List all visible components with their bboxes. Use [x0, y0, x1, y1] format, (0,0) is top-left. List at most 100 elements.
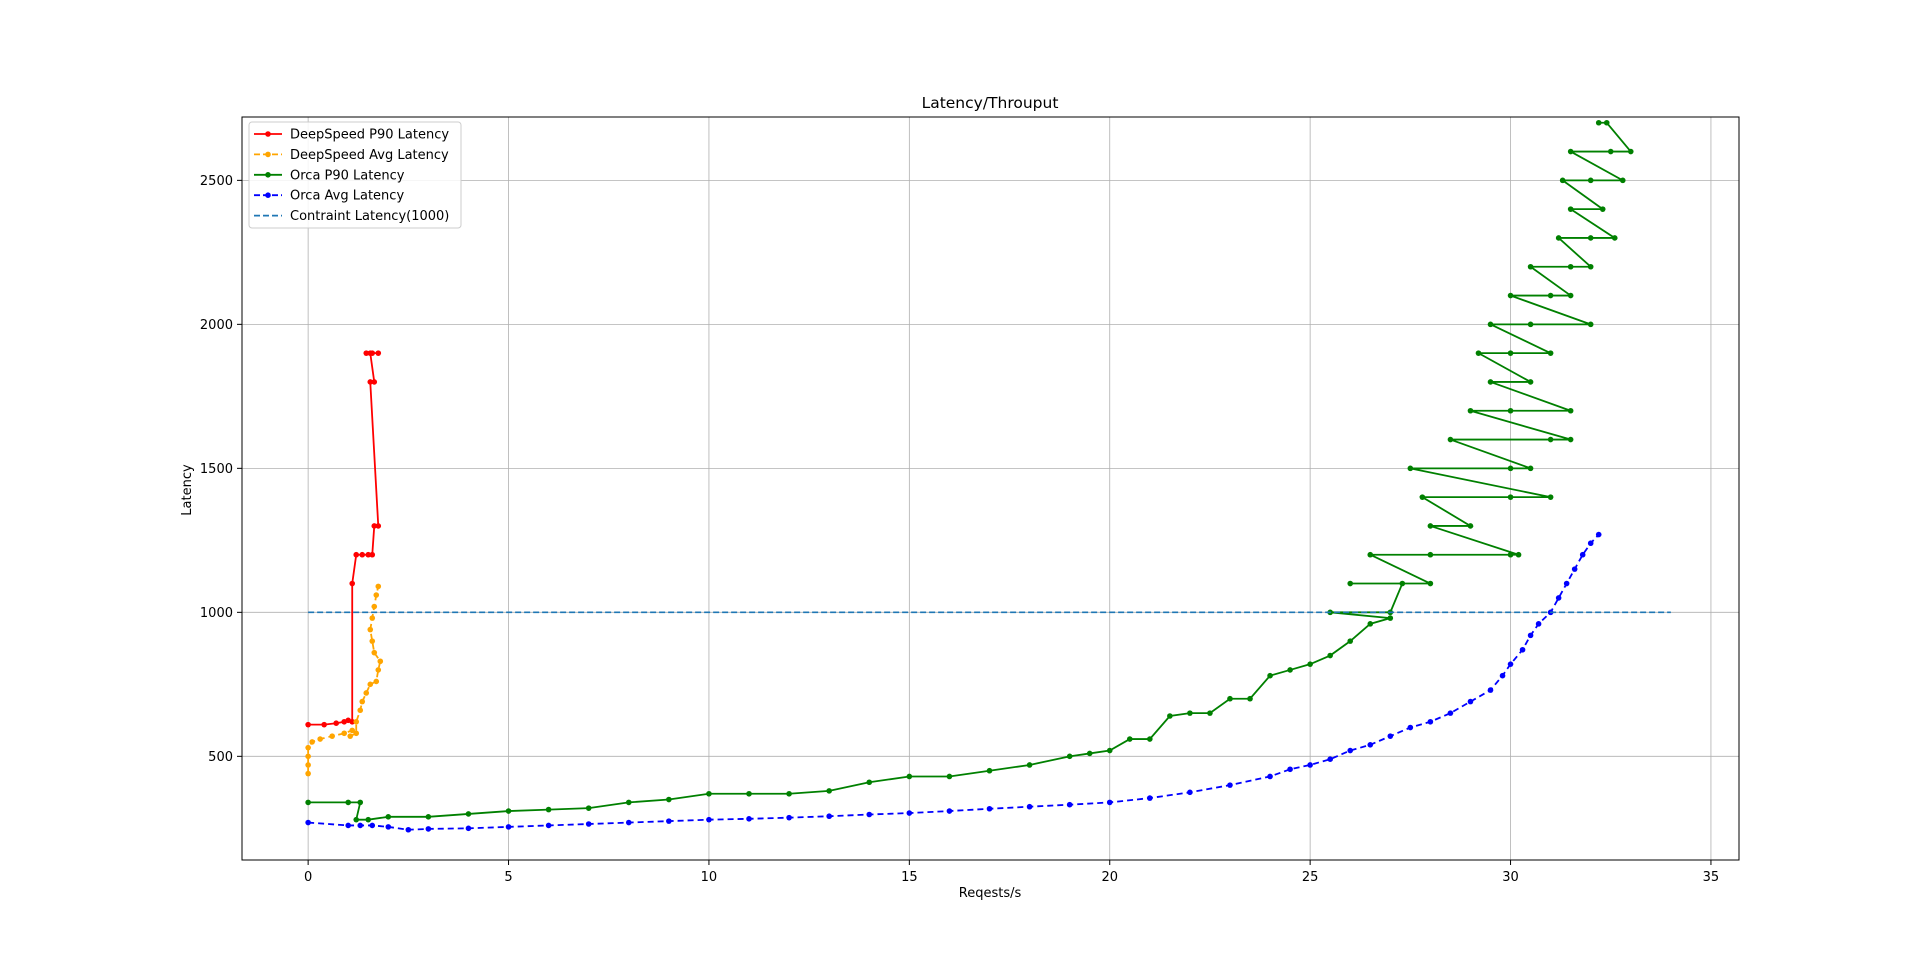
data-point: [1603, 119, 1610, 126]
data-point: [425, 826, 432, 832]
data-point: [1347, 580, 1354, 587]
data-point: [906, 773, 913, 780]
data-point: [1527, 321, 1534, 328]
data-point: [369, 615, 376, 621]
data-point: [1307, 661, 1313, 667]
data-point: [347, 733, 354, 739]
data-point: [786, 814, 792, 821]
data-point: [866, 811, 873, 818]
data-point: [1187, 710, 1193, 716]
data-point: [465, 825, 472, 832]
data-point: [375, 667, 382, 673]
data-point: [385, 814, 392, 820]
data-point: [1487, 321, 1494, 328]
data-point: [1507, 407, 1514, 414]
data-point: [365, 816, 372, 823]
data-point: [1587, 235, 1594, 241]
data-point: [1407, 724, 1414, 731]
data-point: [1147, 736, 1153, 742]
data-point: [353, 730, 360, 737]
data-point: [666, 818, 672, 824]
x-tick-label: 20: [1101, 870, 1118, 885]
data-point: [425, 814, 432, 820]
data-point: [1267, 773, 1273, 780]
data-point: [1387, 733, 1394, 739]
data-point: [305, 770, 311, 777]
data-point: [946, 808, 953, 814]
data-point: [357, 707, 364, 714]
data-point: [1447, 436, 1454, 443]
data-point: [1587, 321, 1594, 328]
data-point: [367, 681, 374, 688]
data-point: [1287, 667, 1293, 673]
data-point: [373, 592, 380, 598]
x-tick-label: 10: [701, 870, 718, 885]
data-point: [1507, 350, 1514, 356]
data-point: [585, 805, 592, 811]
data-point: [1227, 782, 1233, 788]
data-point: [357, 822, 364, 829]
data-point: [1607, 148, 1614, 155]
data-point: [333, 720, 339, 727]
data-point: [1567, 206, 1574, 212]
data-point: [353, 718, 360, 725]
data-point: [1611, 235, 1618, 241]
data-point: [1467, 407, 1474, 414]
data-point: [375, 583, 382, 590]
data-point: [1447, 710, 1454, 716]
data-point: [321, 721, 327, 728]
data-point: [1627, 148, 1634, 155]
data-point: [375, 523, 382, 529]
x-tick-label: 35: [1703, 870, 1720, 885]
data-point: [1559, 177, 1566, 184]
data-point: [1507, 292, 1514, 299]
data-point: [1527, 379, 1534, 385]
data-point: [1026, 762, 1033, 768]
data-point: [1563, 580, 1570, 587]
data-point: [1347, 747, 1354, 754]
data-point: [363, 350, 370, 356]
data-point: [373, 678, 380, 685]
data-point: [371, 523, 378, 529]
y-tick-label: 2500: [200, 174, 233, 189]
data-point: [385, 824, 392, 830]
data-point: [1487, 687, 1494, 693]
series-1: [305, 583, 384, 777]
data-point: [345, 799, 352, 806]
data-point: [1167, 713, 1173, 719]
y-tick-label: 1000: [200, 606, 233, 621]
data-point: [826, 788, 832, 794]
data-point: [1595, 531, 1602, 538]
x-axis-label: Reqests/s: [959, 886, 1022, 901]
legend-label: Orca Avg Latency: [290, 189, 404, 204]
data-point: [1579, 551, 1586, 558]
legend: DeepSpeed P90 Latency DeepSpeed Avg Laten…: [248, 121, 462, 229]
data-point: [1519, 646, 1526, 653]
data-point: [1515, 551, 1522, 558]
data-point: [305, 819, 311, 826]
data-point: [1567, 263, 1574, 270]
data-point: [1367, 551, 1374, 558]
data-point: [1527, 263, 1534, 270]
data-point: [367, 626, 374, 633]
data-point: [1599, 206, 1606, 212]
x-tick-label: 5: [504, 870, 512, 885]
data-point: [1187, 789, 1193, 796]
data-point: [369, 822, 376, 829]
data-point: [1066, 801, 1073, 808]
data-point: [1327, 652, 1333, 659]
data-point: [1487, 379, 1494, 385]
data-point: [505, 808, 512, 814]
data-point: [1547, 292, 1554, 299]
data-point: [349, 580, 356, 587]
data-point: [353, 816, 360, 823]
series-line: [308, 533, 1600, 831]
data-point: [349, 718, 356, 725]
data-point: [1467, 523, 1474, 529]
data-point: [369, 638, 376, 644]
series-2: [305, 119, 1634, 823]
data-point: [1567, 436, 1574, 443]
y-tick-label: 1500: [200, 462, 233, 477]
data-point: [1555, 595, 1562, 601]
data-point: [1499, 672, 1506, 679]
